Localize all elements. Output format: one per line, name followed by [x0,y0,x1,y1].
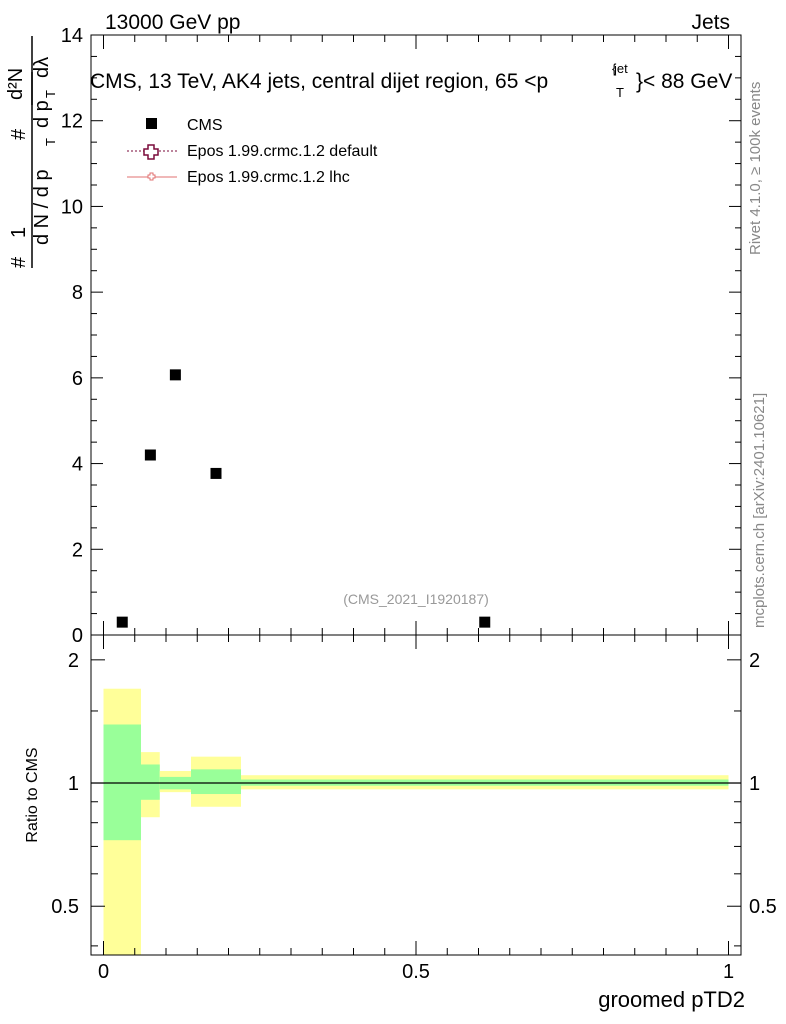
mcplots-label: mcplots.cern.ch [arXiv:2401.10621] [751,393,768,628]
ylabel-T-2: T [43,90,58,98]
cms-data-point [169,369,181,381]
legend-epos-default-marker [127,144,177,160]
main-y-tick-label: 6 [72,368,83,390]
ratio-bands [103,688,729,955]
ylabel-dN: d N / d p [31,169,53,245]
cms-data-point [116,616,128,628]
plot-title-sup: jet [613,61,628,76]
ylabel-dpT: d p [31,100,53,128]
ratio-stat-band [103,724,141,841]
header-right: Jets [691,11,730,34]
ylabel-T: T [43,138,58,146]
legend-cms-marker [146,118,157,129]
x-axis-label: groomed pTD2 [598,987,745,1012]
main-y-axis-label: # 1 d N / d p T # d²N d p T dλ [5,36,58,268]
ylabel-d2N: d²N [5,68,27,100]
ratio-x-tick-label: 1 [723,961,734,983]
legend-cms-label: CMS [187,117,223,134]
ratio-stat-band [141,764,160,800]
main-y-tick-label: 8 [72,282,83,304]
ratio-y-axis-label: Ratio to CMS [24,747,41,842]
ratio-x-tick-label: 0 [98,961,109,983]
plot-title-sub: T [616,85,624,100]
cms-data-point [144,449,156,461]
rivet-version-label: Rivet 4.1.0, ≥ 100k events [747,82,764,255]
ratio-x-tick-label: 0.5 [402,961,430,983]
cms-data-point [479,616,491,628]
ratio-y-tick-label: 2 [68,650,79,672]
main-y-tick-label: 10 [61,196,83,218]
ratio-y-tick-label: 1 [68,773,79,795]
ylabel-one: 1 [8,227,30,238]
legend-epos-lhc-marker [127,172,177,181]
plot-title-brace: { [612,61,617,76]
main-y-tick-label: 12 [61,111,83,133]
cms-data-point [210,467,222,479]
main-y-tick-labels: 0 2 4 6 8 10 12 14 [61,25,83,647]
legend: CMS Epos 1.99.crmc.1.2 default Epos 1.99… [127,117,378,186]
ratio-frame [90,634,742,956]
legend-epos-default-label: Epos 1.99.crmc.1.2 default [187,143,378,160]
main-y-tick-label: 0 [72,625,83,647]
main-y-tick-label: 2 [72,539,83,561]
ratio-y-tick-label-right: 1 [749,773,760,795]
ratio-y-tick-label: 0.5 [51,896,79,918]
plot-title: CMS, 13 TeV, AK4 jets, central dijet reg… [90,70,548,93]
ylabel-hash-2: # [8,128,30,140]
ylabel-lambda: dλ [31,57,53,78]
ratio-y-tick-label-right: 2 [749,650,760,672]
plot-title-suffix: }< 88 GeV [636,70,732,93]
ylabel-hash-1: # [8,256,30,268]
legend-epos-lhc-label: Epos 1.99.crmc.1.2 lhc [187,169,350,186]
analysis-id: (CMS_2021_I1920187) [343,591,489,607]
ratio-x-tick-labels: 0 0.5 1 [98,961,734,983]
main-axis-ticks [91,34,741,636]
ratio-y-tick-label-right: 0.5 [749,896,777,918]
ratio-axis-ticks [91,635,741,955]
header-left: 13000 GeV pp [105,11,240,34]
main-y-tick-label: 4 [72,454,83,476]
ratio-stat-band [191,769,241,795]
main-data-points [116,369,491,628]
main-y-tick-label: 14 [61,25,83,47]
ratio-y-tick-labels: 0.5 0.5 1 1 2 2 [51,650,777,918]
